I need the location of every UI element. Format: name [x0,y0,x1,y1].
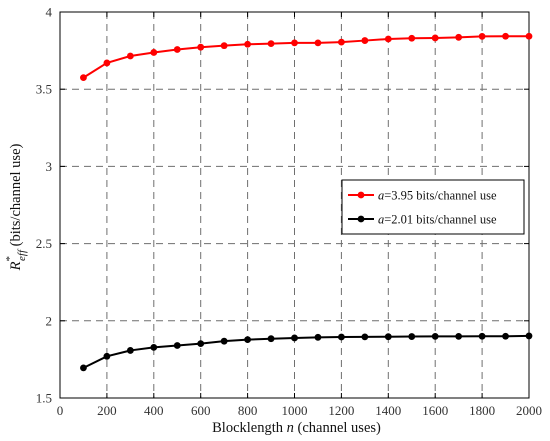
data-point [103,352,111,360]
y-axis-label-base: R [8,261,24,271]
data-point [338,333,345,341]
x-tick-label: 1800 [469,403,495,418]
data-point [361,333,369,341]
x-tick-label: 0 [57,403,64,418]
legend-marker [357,191,365,199]
data-point [173,342,181,349]
legend-label-text: =2.01 bits/channel use [384,213,497,227]
x-tick-label: 1000 [282,403,308,418]
x-axis-label: Blocklength n (channel uses) [212,420,381,436]
legend-label: a=2.01 bits/channel use [378,213,497,227]
data-point [502,32,509,40]
y-axis-label-sub: eff [16,248,28,261]
data-point [197,43,205,51]
data-point [220,42,228,50]
y-tick-label: 3.5 [36,82,52,97]
data-point [478,32,486,40]
y-axis-label-suffix: (bits/channel use) [8,144,24,250]
y-tick-label: 2.5 [36,236,52,251]
data-point [291,334,298,342]
data-point [408,34,416,42]
legend-entry-0: a=3.95 bits/channel use [348,189,497,203]
data-point [431,34,439,42]
data-point [150,343,158,351]
x-tick-label: 200 [97,403,117,418]
data-point [525,332,533,340]
data-point [361,37,369,44]
data-point [220,337,228,345]
data-point [455,33,463,41]
data-point [80,74,87,82]
axis-ticks: 0 200 400 600 800 1000 1200 1400 1600 1800 2000 1.5… [36,5,542,419]
data-point [431,332,439,340]
data-point [126,52,134,60]
y-tick-label: 3 [46,159,53,174]
legend-marker [357,215,365,223]
series-line [83,334,530,369]
data-point [338,38,345,46]
x-tick-label: 1200 [328,403,354,418]
x-tick-label: 800 [238,403,258,418]
data-point [126,347,134,354]
series [80,32,533,372]
series-line [82,35,529,79]
data-point [150,49,158,56]
x-axis-label-suffix: (channel uses) [294,420,381,436]
x-tick-label: 400 [144,403,164,418]
data-point [80,364,87,372]
data-point [197,340,205,348]
data-point [267,335,275,343]
data-point [314,39,322,47]
data-point [408,333,416,340]
legend-label-var: a [378,189,384,203]
data-point [244,336,252,344]
y-axis-label-sup: * [4,256,16,262]
data-point [173,46,181,53]
data-point [244,40,252,48]
data-point [291,39,298,47]
legend-label-var: a [378,213,384,227]
data-point [525,32,533,40]
data-point [384,35,392,43]
data-point [103,59,111,67]
x-axis-label-var: n [287,420,294,436]
x-tick-label: 600 [191,403,211,418]
y-tick-label: 2 [46,313,53,328]
data-point [384,333,392,341]
data-point [455,332,463,340]
y-tick-label: 4 [46,5,53,20]
legend-label-text: =3.95 bits/channel use [384,189,497,203]
data-point [478,332,486,340]
x-tick-label: 1400 [375,403,401,418]
series-0 [80,32,533,82]
series-1 [80,332,533,372]
legend-box [341,179,525,235]
y-axis-label: R*eff (bits/channel use) [4,144,28,272]
data-point [267,40,275,48]
legend-label: a=3.95 bits/channel use [378,189,497,203]
legend-entry-1: a=2.01 bits/channel use [348,213,497,227]
data-point [502,332,509,340]
x-tick-label: 2000 [516,403,542,418]
grid [60,12,529,398]
x-tick-label: 1600 [422,403,448,418]
x-axis-label-prefix: Blocklength [212,420,287,436]
data-point [314,333,322,341]
y-tick-label: 1.5 [36,391,52,406]
